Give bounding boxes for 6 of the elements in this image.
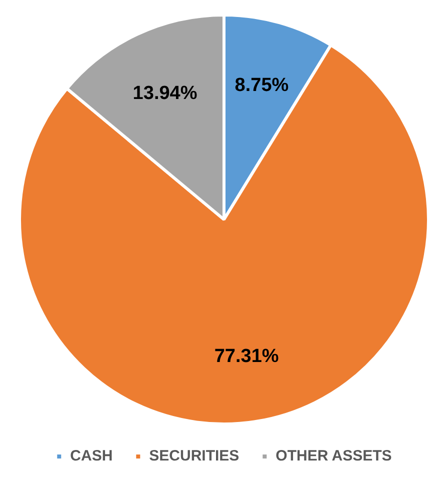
legend-label: SECURITIES (149, 448, 240, 465)
data-label: 13.94% (132, 82, 198, 104)
data-label: 77.31% (214, 346, 279, 367)
legend-label: CASH (70, 448, 113, 465)
data-label: 8.75% (234, 74, 289, 96)
legend-label: OTHER ASSETS (276, 448, 392, 465)
